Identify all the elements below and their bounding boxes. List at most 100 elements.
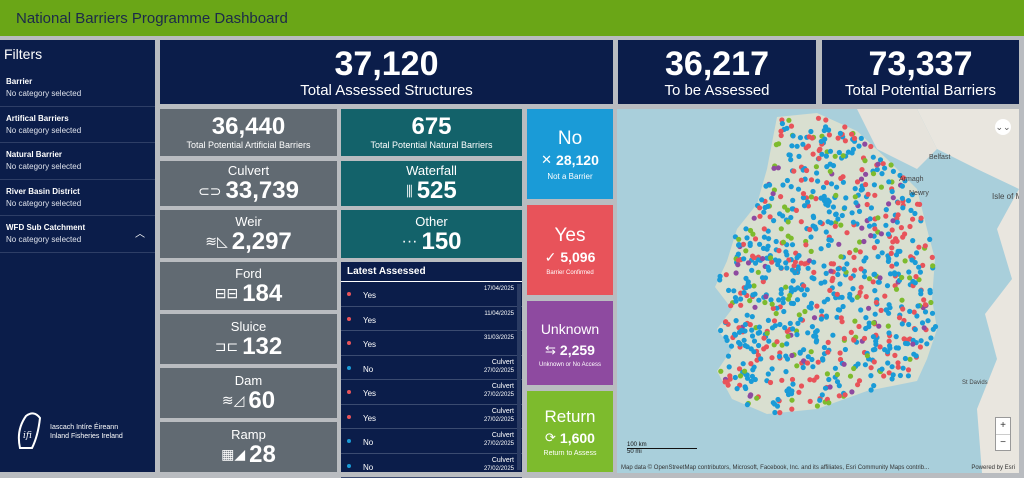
barrier-point[interactable] (741, 242, 746, 247)
barrier-point[interactable] (816, 360, 821, 365)
barrier-point[interactable] (731, 288, 736, 293)
barrier-point[interactable] (797, 312, 802, 317)
barrier-point[interactable] (782, 325, 787, 330)
barrier-point[interactable] (752, 339, 757, 344)
barrier-point[interactable] (795, 144, 800, 149)
barrier-point[interactable] (824, 229, 829, 234)
barrier-point[interactable] (916, 265, 921, 270)
barrier-point[interactable] (862, 158, 867, 163)
barrier-point[interactable] (783, 249, 788, 254)
barrier-point[interactable] (752, 305, 757, 310)
barrier-point[interactable] (802, 309, 807, 314)
barrier-point[interactable] (789, 398, 794, 403)
barrier-point[interactable] (786, 152, 791, 157)
barrier-point[interactable] (790, 198, 795, 203)
barrier-point[interactable] (805, 287, 810, 292)
barrier-point[interactable] (811, 152, 816, 157)
barrier-point[interactable] (807, 227, 812, 232)
barrier-point[interactable] (869, 205, 874, 210)
barrier-point[interactable] (784, 341, 789, 346)
barrier-point[interactable] (835, 379, 840, 384)
barrier-point[interactable] (842, 362, 847, 367)
barrier-point[interactable] (837, 150, 842, 155)
barrier-point[interactable] (745, 313, 750, 318)
barrier-point[interactable] (745, 402, 750, 407)
barrier-point[interactable] (809, 177, 814, 182)
barrier-point[interactable] (842, 124, 847, 129)
barrier-point[interactable] (849, 132, 854, 137)
barrier-point[interactable] (799, 219, 804, 224)
barrier-point[interactable] (725, 338, 730, 343)
barrier-point[interactable] (799, 178, 804, 183)
barrier-point[interactable] (827, 288, 832, 293)
barrier-point[interactable] (910, 342, 915, 347)
barrier-point[interactable] (892, 353, 897, 358)
barrier-point[interactable] (736, 237, 741, 242)
barrier-point[interactable] (776, 165, 781, 170)
barrier-point[interactable] (902, 336, 907, 341)
barrier-point[interactable] (820, 356, 825, 361)
barrier-point[interactable] (882, 166, 887, 171)
barrier-point[interactable] (864, 294, 869, 299)
barrier-point[interactable] (758, 356, 763, 361)
barrier-point[interactable] (933, 324, 938, 329)
barrier-point[interactable] (766, 371, 771, 376)
barrier-point[interactable] (783, 285, 788, 290)
barrier-point[interactable] (748, 243, 753, 248)
barrier-point[interactable] (851, 366, 856, 371)
barrier-point[interactable] (896, 200, 901, 205)
barrier-point[interactable] (850, 210, 855, 215)
barrier-point[interactable] (756, 270, 761, 275)
barrier-point[interactable] (796, 390, 801, 395)
barrier-point[interactable] (790, 377, 795, 382)
barrier-point[interactable] (838, 350, 843, 355)
barrier-point[interactable] (788, 321, 793, 326)
barrier-point[interactable] (777, 322, 782, 327)
barrier-point[interactable] (865, 353, 870, 358)
barrier-point[interactable] (871, 334, 876, 339)
barrier-point[interactable] (858, 249, 863, 254)
barrier-point[interactable] (808, 399, 813, 404)
barrier-point[interactable] (783, 369, 788, 374)
barrier-point[interactable] (885, 283, 890, 288)
barrier-point[interactable] (810, 324, 815, 329)
barrier-point[interactable] (887, 343, 892, 348)
barrier-point[interactable] (838, 254, 843, 259)
barrier-point[interactable] (875, 215, 880, 220)
barrier-point[interactable] (921, 297, 926, 302)
barrier-point[interactable] (736, 340, 741, 345)
barrier-point[interactable] (744, 235, 749, 240)
barrier-point[interactable] (789, 143, 794, 148)
barrier-point[interactable] (851, 220, 856, 225)
barrier-point[interactable] (912, 310, 917, 315)
barrier-point[interactable] (894, 261, 899, 266)
barrier-point[interactable] (871, 171, 876, 176)
barrier-point[interactable] (900, 196, 905, 201)
barrier-point[interactable] (886, 256, 891, 261)
barrier-point[interactable] (747, 298, 752, 303)
barrier-point[interactable] (833, 154, 838, 159)
barrier-point[interactable] (890, 227, 895, 232)
barrier-point[interactable] (835, 292, 840, 297)
barrier-point[interactable] (760, 275, 765, 280)
barrier-point[interactable] (842, 336, 847, 341)
barrier-point[interactable] (809, 357, 814, 362)
barrier-point[interactable] (892, 270, 897, 275)
barrier-point[interactable] (814, 164, 819, 169)
barrier-point[interactable] (890, 189, 895, 194)
barrier-point[interactable] (862, 336, 867, 341)
barrier-point[interactable] (865, 202, 870, 207)
barrier-point[interactable] (805, 360, 810, 365)
barrier-point[interactable] (811, 334, 816, 339)
barrier-point[interactable] (791, 278, 796, 283)
barrier-point[interactable] (796, 154, 801, 159)
barrier-point[interactable] (809, 349, 814, 354)
barrier-point[interactable] (815, 328, 820, 333)
barrier-point[interactable] (739, 328, 744, 333)
barrier-point[interactable] (909, 257, 914, 262)
barrier-point[interactable] (748, 322, 753, 327)
barrier-point[interactable] (810, 275, 815, 280)
barrier-point[interactable] (743, 343, 748, 348)
barrier-point[interactable] (789, 184, 794, 189)
